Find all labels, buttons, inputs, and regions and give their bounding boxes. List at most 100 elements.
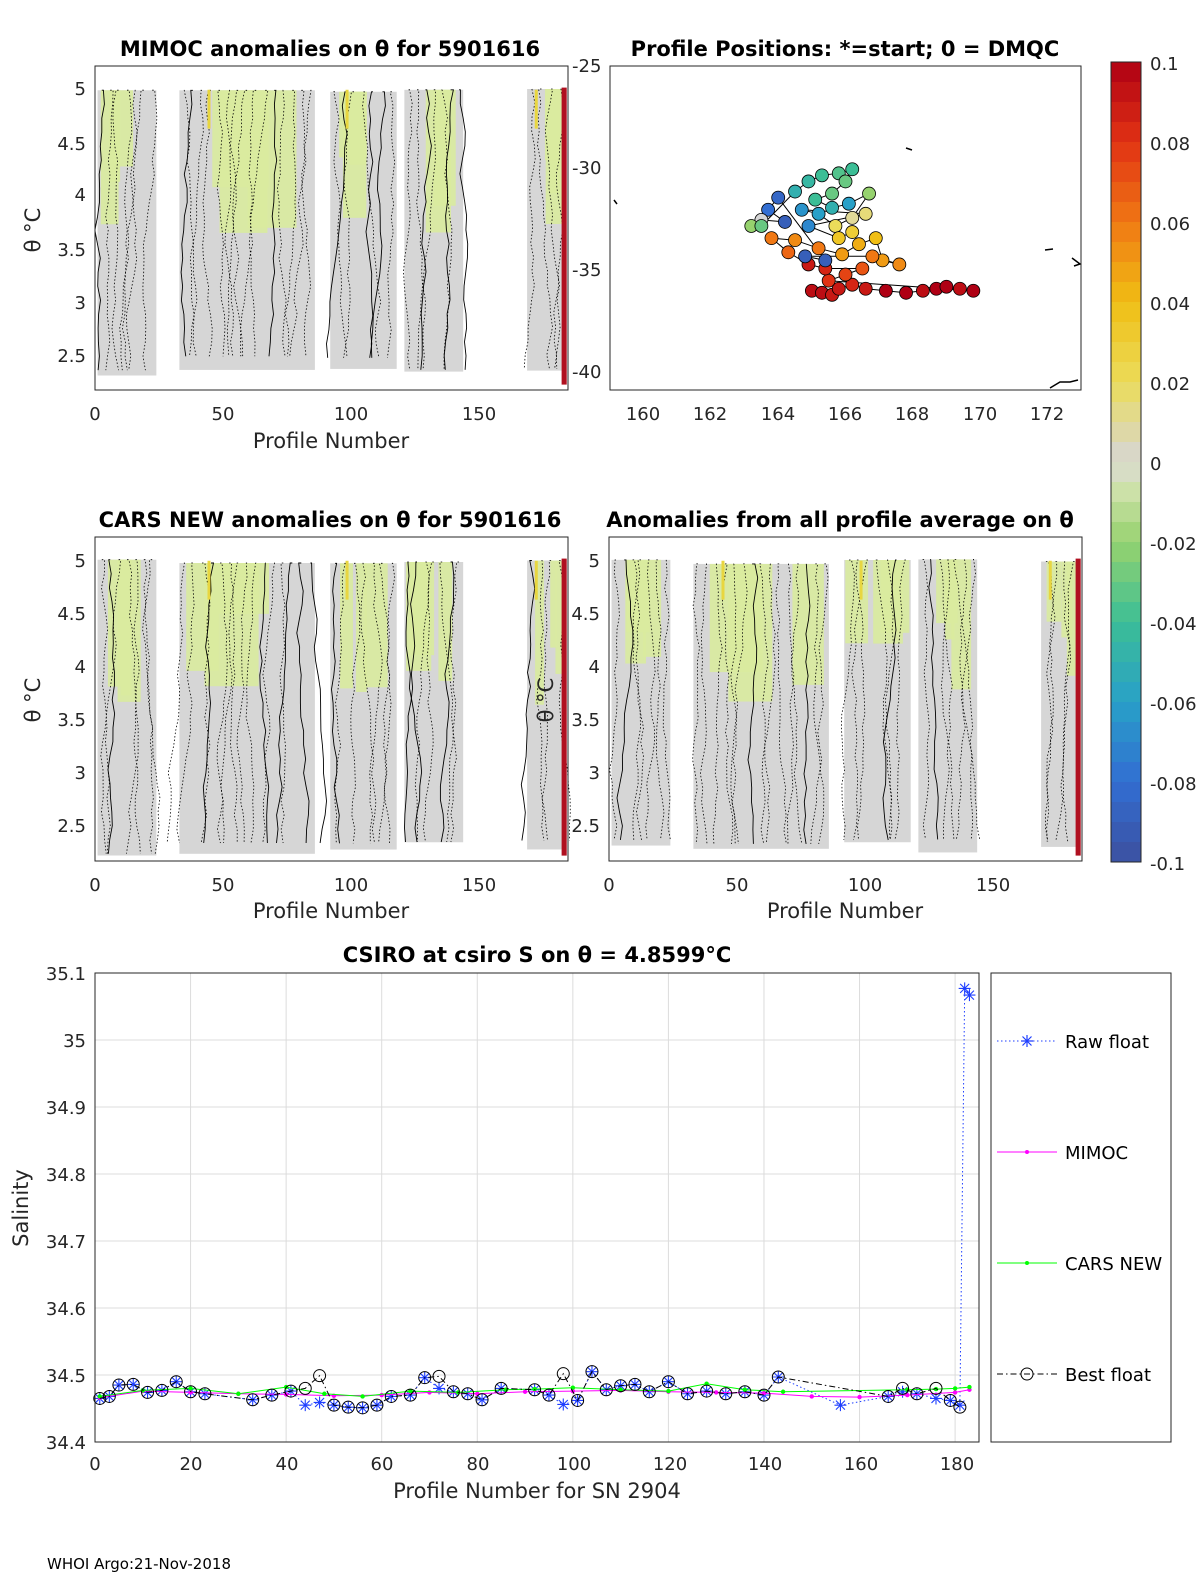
positions-x-ticks: 160 162 164 166 168 170 172 <box>626 404 1064 425</box>
salinity-series <box>93 982 976 1415</box>
colorbar: 0.1 0.08 0.06 0.04 0.02 0 -0.02 -0.04 -0… <box>1110 54 1197 875</box>
contour-line <box>632 559 644 840</box>
contour-line <box>537 88 553 370</box>
contour-line <box>420 89 432 370</box>
series-point <box>963 989 976 1002</box>
contour-line <box>966 559 977 840</box>
colorbar-band <box>1111 122 1141 143</box>
salinity-legend: Raw float MIMOC CARS NEW Best float <box>990 972 1172 1443</box>
y-tick: 3 <box>589 763 600 784</box>
series-point <box>475 1393 489 1407</box>
series-point <box>952 1386 958 1391</box>
series-point <box>933 1386 939 1392</box>
legend-label-mimoc: MIMOC <box>1065 1143 1128 1164</box>
anomaly-patch <box>113 90 134 167</box>
y-tick: -40 <box>572 362 601 383</box>
x-tick: 0 <box>89 875 100 896</box>
contour-line <box>100 559 122 854</box>
cars-plot <box>94 536 571 862</box>
allavg-anomaly-field <box>609 558 1081 856</box>
colorbar-band <box>1111 602 1141 623</box>
allavg-x-ticks: 0 50 100 150 <box>603 875 1010 896</box>
series-point <box>356 1401 370 1415</box>
contour-line <box>1062 561 1071 842</box>
series-point <box>97 1394 102 1399</box>
legend-entry-mimoc: MIMOC <box>997 1143 1128 1164</box>
series-point <box>126 1377 140 1391</box>
series-point <box>542 1389 555 1402</box>
series-point <box>184 1385 198 1399</box>
series-point <box>322 1391 327 1396</box>
colorbar-band <box>1111 222 1141 243</box>
colorbar-tick: 0.02 <box>1150 374 1190 395</box>
contour-line <box>439 561 457 843</box>
series-line-mimoc <box>99 1389 970 1399</box>
series-point <box>461 1387 475 1401</box>
contour-line <box>943 559 955 840</box>
contour-line <box>699 563 708 844</box>
colorbar-band <box>1111 542 1141 563</box>
contour-line <box>240 89 257 357</box>
contour-line <box>370 91 386 358</box>
allavg-y-ticks: 5 4.5 4 3.5 3 2.5 <box>571 551 600 837</box>
colorbar-tick: 0.04 <box>1150 294 1190 315</box>
x-tick: 0 <box>89 1454 100 1475</box>
dot-marker-icon <box>1025 1150 1029 1154</box>
y-tick: -35 <box>572 260 601 281</box>
contour-line <box>248 89 269 357</box>
contour-line <box>520 560 536 841</box>
profile-position-marker <box>939 279 954 294</box>
x-tick: 50 <box>212 404 235 425</box>
contour-line <box>692 563 700 844</box>
cars-y-ticks: 5 4.5 4 3.5 3 2.5 <box>57 551 86 837</box>
colorbar-band <box>1111 202 1141 223</box>
colorbar-band <box>1111 362 1141 383</box>
profile-position-marker <box>794 202 809 217</box>
profile-position-points <box>744 162 981 302</box>
contour-line <box>403 89 413 370</box>
anomaly-patch <box>1066 561 1079 676</box>
series-point <box>494 1381 508 1395</box>
series-point <box>618 1387 623 1392</box>
mimoc-plot <box>94 65 569 391</box>
salinity-axes-box <box>94 972 980 1443</box>
series-point <box>719 1387 732 1400</box>
series-point <box>265 1388 279 1402</box>
allavg-y-label: θ °C <box>534 678 558 723</box>
colorbar-band <box>1111 522 1141 543</box>
profile-position-marker <box>788 184 802 199</box>
profile-position-marker <box>838 267 853 282</box>
contour-line <box>326 91 348 358</box>
series-point <box>102 1389 116 1403</box>
contour-line <box>142 559 161 854</box>
x-tick: 166 <box>828 404 862 425</box>
x-tick: 60 <box>371 1454 394 1475</box>
x-tick: 160 <box>844 1454 878 1475</box>
y-tick: 35.1 <box>46 964 86 985</box>
x-tick: 162 <box>693 404 727 425</box>
contour-line <box>712 563 723 844</box>
anomaly-patch <box>355 563 367 692</box>
positive-anomaly-spike <box>859 560 863 600</box>
series-point <box>141 1385 155 1399</box>
legend-entry-best-float: Best float <box>997 1365 1151 1386</box>
allavg-plot <box>608 536 1083 862</box>
series-point <box>408 1388 413 1394</box>
contour-line <box>441 89 453 370</box>
series-point <box>418 1371 432 1385</box>
contour-line <box>310 562 327 844</box>
colorbar-band <box>1111 462 1141 483</box>
contour-line <box>230 562 239 843</box>
contour-line <box>216 89 226 357</box>
contour-line <box>405 561 423 843</box>
y-tick: 4.5 <box>57 134 86 155</box>
x-tick: 160 <box>626 404 660 425</box>
mimoc-axes-box <box>94 65 569 391</box>
y-tick: -25 <box>572 56 601 77</box>
colorbar-band <box>1111 102 1141 123</box>
cars-y-label: θ °C <box>21 678 45 723</box>
y-tick: 5 <box>589 551 600 572</box>
dot-marker-icon <box>1025 1261 1029 1265</box>
series-point <box>198 1387 212 1401</box>
cars-title: CARS NEW anomalies on θ for 5901616 <box>99 508 562 532</box>
